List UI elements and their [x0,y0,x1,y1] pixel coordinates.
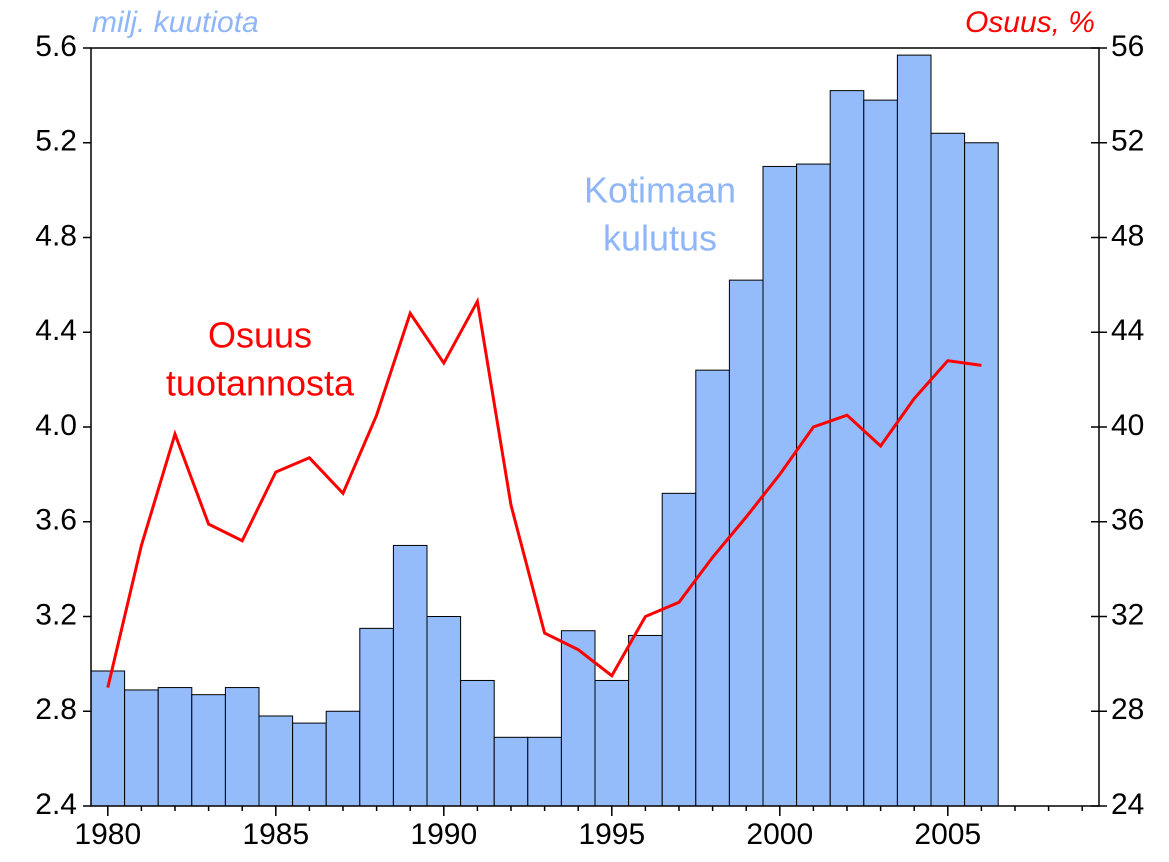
annotation: Kotimaan [584,170,736,211]
x-tick-label: 1995 [578,818,645,851]
bar [695,369,730,807]
y-axis-label: milj. kuutiota [92,6,259,39]
bar [124,689,159,807]
x-tick-label: 2005 [914,818,981,851]
y2-tick-label: 36 [1111,504,1144,537]
bar [728,279,764,807]
bar [930,132,966,807]
x-tick-label: 2000 [746,818,813,851]
y-tick-label: 2.4 [35,788,77,821]
y2-tick-label: 52 [1111,125,1144,158]
y2-tick-label: 28 [1111,693,1144,726]
bar [762,165,798,807]
x-tick-label: 1990 [410,818,477,851]
bar [325,710,361,807]
bar [796,163,831,807]
y-tick-label: 4.0 [35,409,77,442]
bar [964,142,999,807]
bar [628,634,663,807]
bar [863,99,898,807]
bar [896,54,932,807]
bar [157,687,193,807]
y2-tick-label: 40 [1111,409,1144,442]
annotation: kulutus [603,218,717,259]
y-tick-label: 4.8 [35,219,77,252]
y2-tick-label: 56 [1111,30,1144,63]
bar [224,687,260,807]
bar [460,679,495,807]
bar [258,715,294,807]
y-tick-label: 3.6 [35,504,77,537]
y2-tick-label: 44 [1111,314,1144,347]
bar [661,492,697,807]
y-tick-label: 4.4 [35,314,77,347]
y2-axis-label: Osuus, % [965,6,1095,39]
bar [594,679,630,807]
bar [359,627,394,807]
y2-tick-label: 48 [1111,219,1144,252]
x-tick-label: 1980 [74,818,141,851]
line [106,296,982,688]
bar [90,670,126,807]
y-tick-label: 2.8 [35,693,77,726]
bar [392,544,428,807]
annotation: tuotannosta [166,363,355,404]
y-tick-label: 3.2 [35,598,77,631]
y-tick-label: 5.2 [35,125,77,158]
bar [829,90,865,807]
bar [292,722,327,807]
y-tick-label: 5.6 [35,30,77,63]
bar [426,616,462,807]
bar [493,736,529,807]
bar [527,736,562,807]
y2-tick-label: 24 [1111,788,1144,821]
annotation: Osuus [208,315,312,356]
x-tick-label: 1985 [242,818,309,851]
y2-tick-label: 32 [1111,598,1144,631]
bar [191,694,226,807]
